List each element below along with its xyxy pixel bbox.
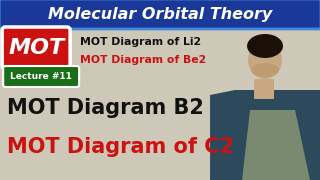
Polygon shape [242,110,310,180]
Text: MOT Diagram of C2: MOT Diagram of C2 [7,137,234,157]
Text: Lecture #11: Lecture #11 [10,72,72,81]
Text: MOT Diagram B2: MOT Diagram B2 [7,98,204,118]
Text: MOT Diagram of Be2: MOT Diagram of Be2 [80,55,206,65]
FancyBboxPatch shape [3,66,79,87]
FancyBboxPatch shape [0,0,320,29]
Text: MOT: MOT [8,38,64,58]
FancyBboxPatch shape [2,27,70,69]
Ellipse shape [251,63,279,77]
FancyBboxPatch shape [254,79,274,99]
Polygon shape [210,90,240,180]
Text: MOT Diagram of Li2: MOT Diagram of Li2 [80,37,201,47]
Polygon shape [210,90,320,180]
Ellipse shape [247,34,283,58]
Text: Molecular Orbital Theory: Molecular Orbital Theory [48,6,272,21]
Ellipse shape [248,41,282,79]
